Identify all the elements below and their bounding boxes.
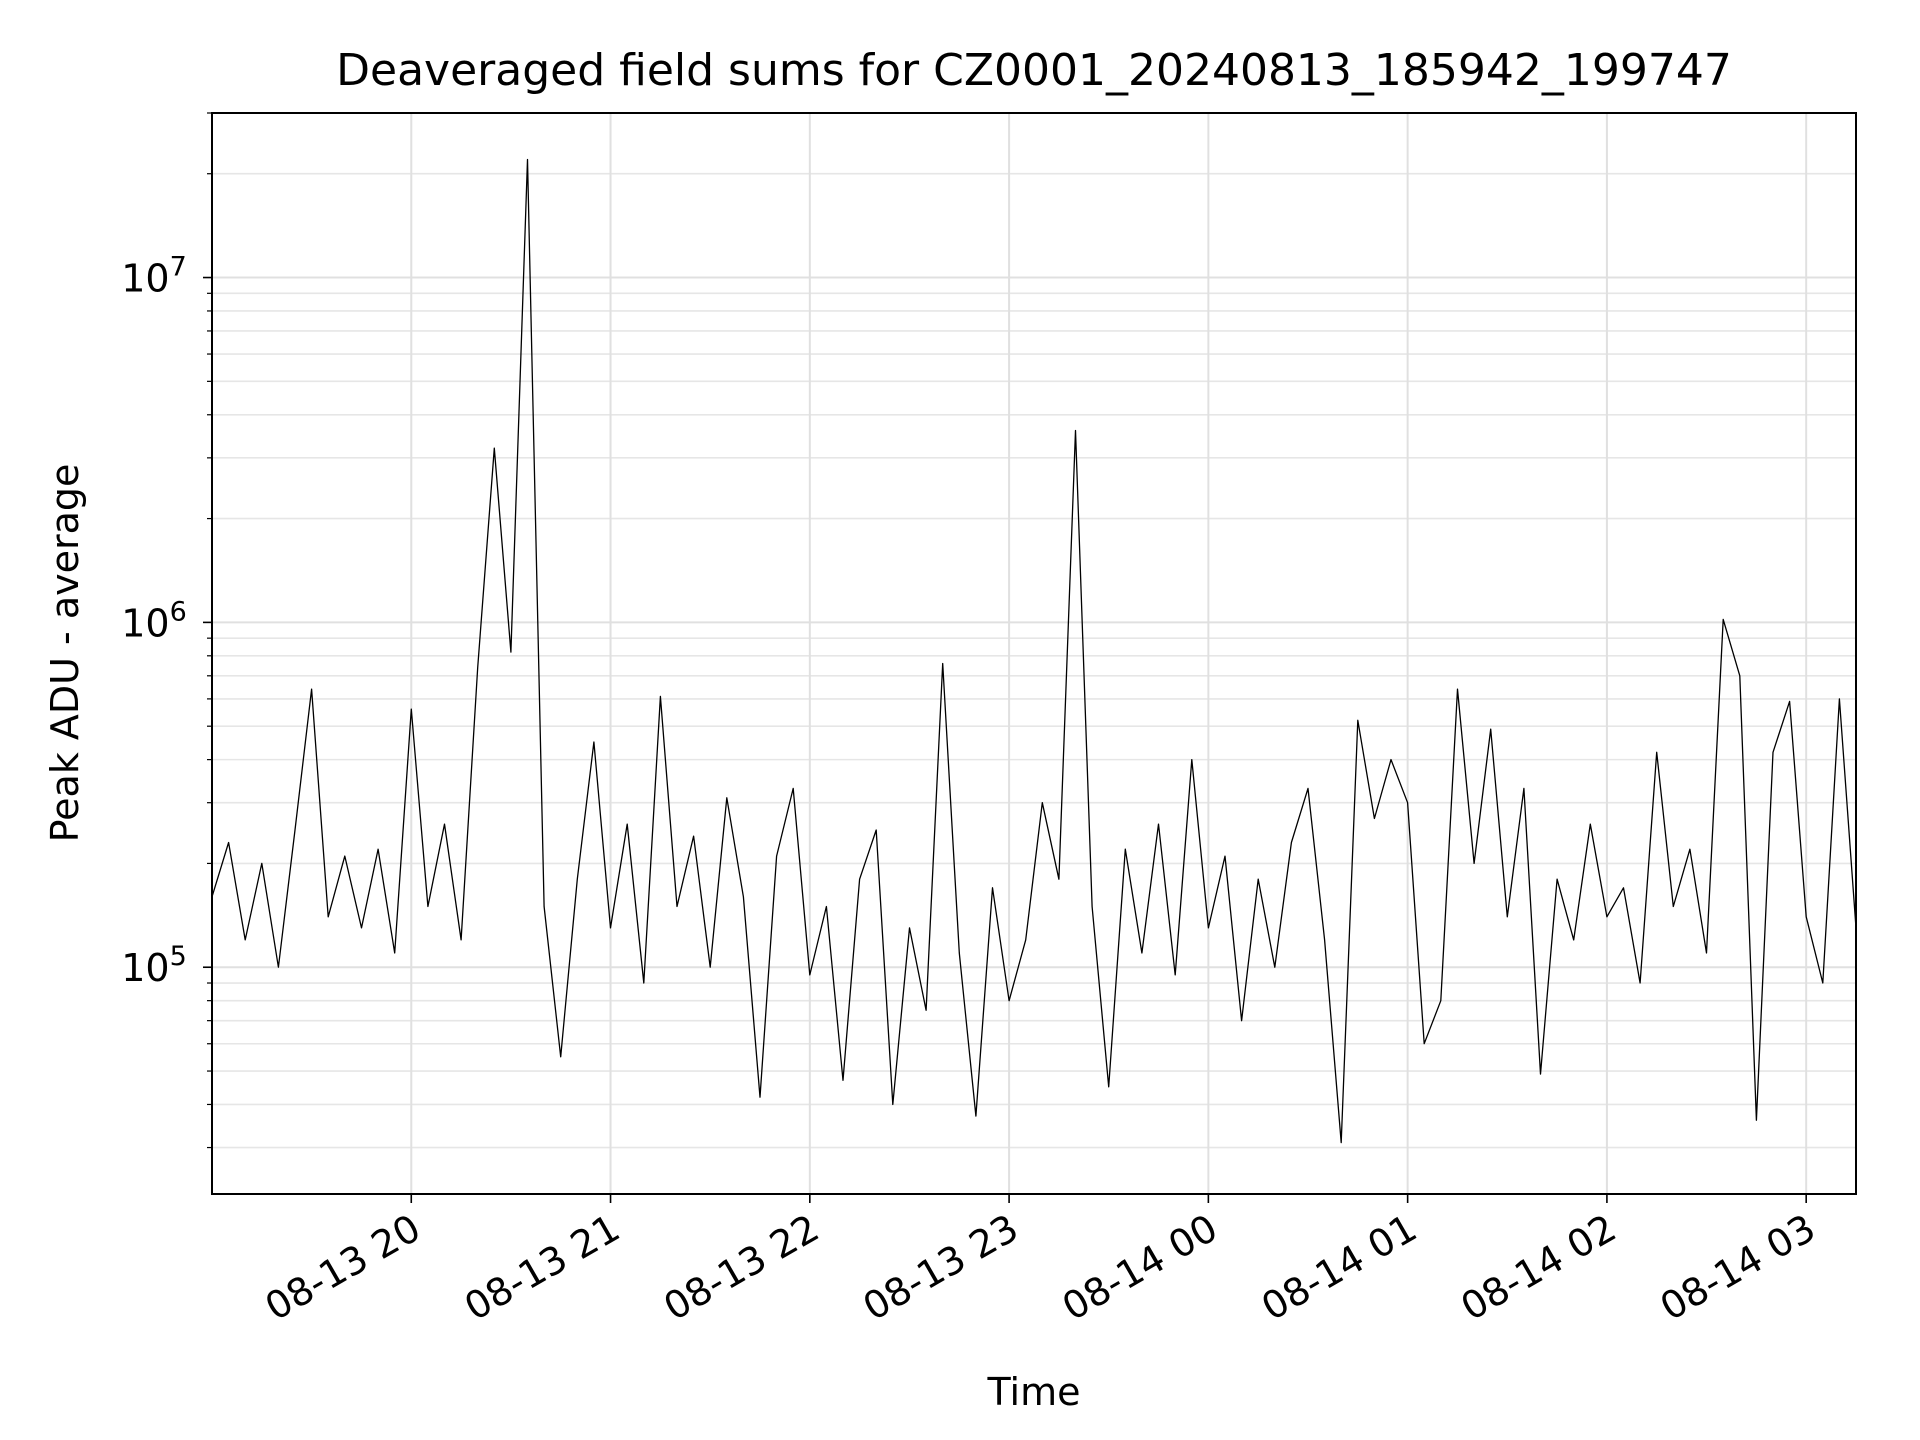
y-axis-label: Peak ADU - average <box>43 464 87 843</box>
major-gridlines <box>212 113 1856 1194</box>
series-layer <box>211 158 1857 1144</box>
x-axis-label: Time <box>987 1370 1081 1414</box>
y-tick-label: 105 <box>121 941 187 990</box>
plot-frame <box>211 112 1857 1195</box>
chart-title: Deaveraged field sums for CZ0001_2024081… <box>336 45 1732 96</box>
y-tick-label: 106 <box>121 596 187 645</box>
y-axis-ticks: 105 106 107 <box>121 112 212 1149</box>
data-series-line <box>211 158 1857 1144</box>
y-tick-label: 107 <box>121 252 187 301</box>
